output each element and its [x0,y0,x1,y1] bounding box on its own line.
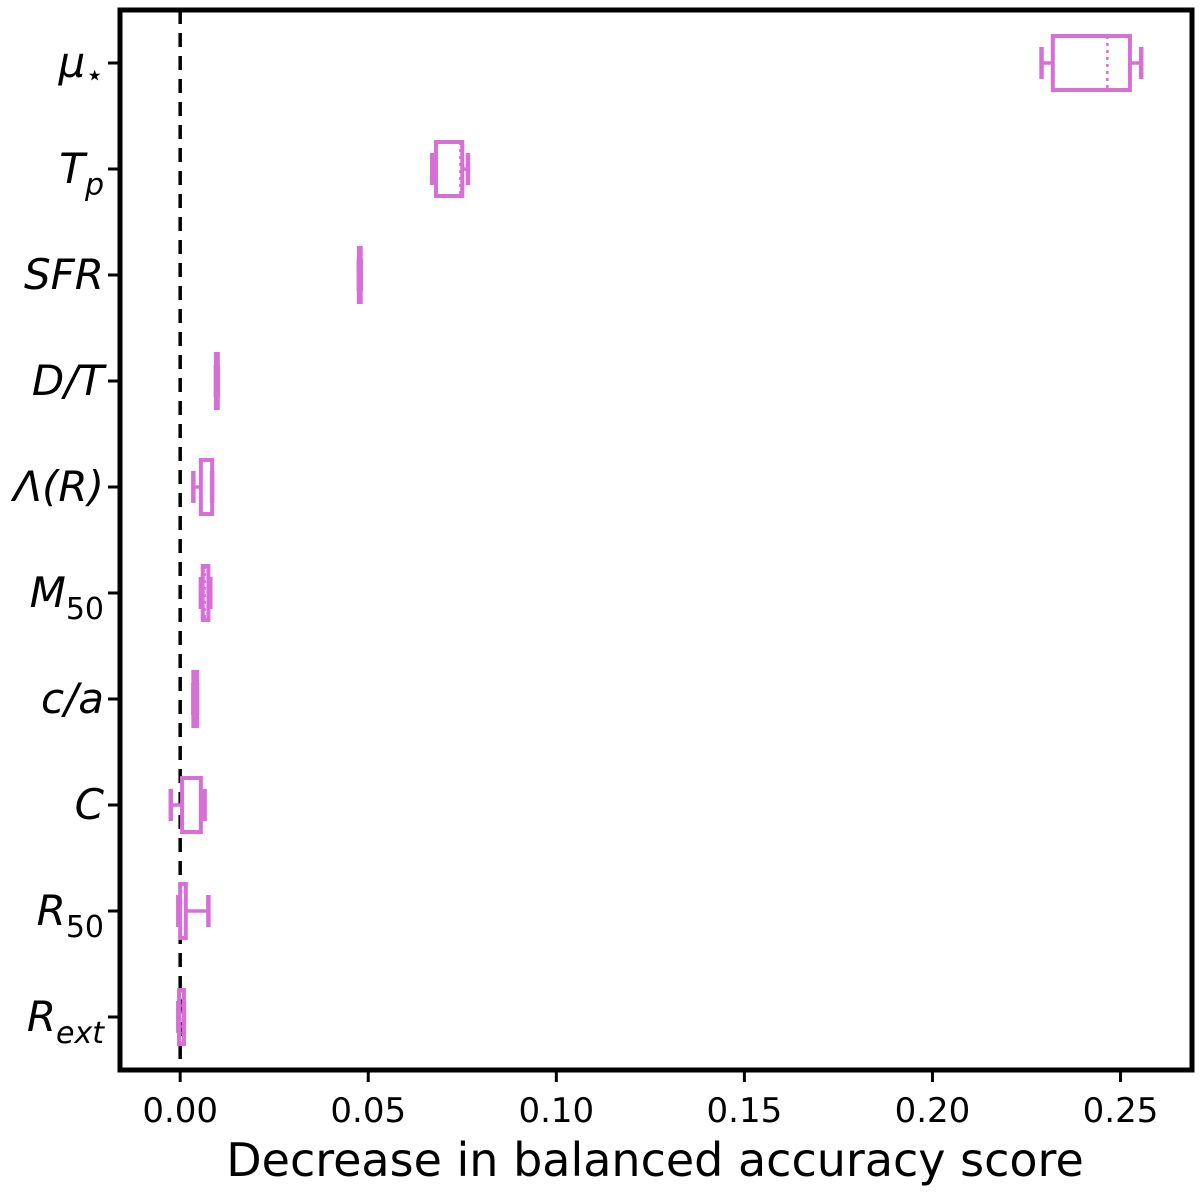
x-axis-ticks: 0.00 0.05 0.10 0.15 0.20 0.25 [142,1070,1158,1131]
feature-subscript: p [84,168,104,203]
x-tick-label: 0.20 [895,1091,971,1131]
feature-name: T [59,144,88,193]
x-tick-label: 0.05 [330,1091,406,1131]
y-tick-label: μ⋆ [57,38,104,93]
box-0 [1039,34,1144,92]
iqr-box [1050,34,1132,92]
box-6 [191,670,200,728]
x-tick-label: 0.25 [1083,1091,1159,1131]
iqr-box [180,776,203,834]
feature-name: M [30,568,66,617]
box-series [168,34,1144,1046]
feature-name: Λ(R) [10,462,104,511]
iqr-box [177,988,186,1046]
y-tick-label: Tp [59,144,104,203]
box-8 [176,882,211,940]
plot-frame [117,7,1195,1073]
feature-name: C [75,780,105,829]
x-tick-label: 0.15 [707,1091,783,1131]
box-4 [191,458,215,516]
x-axis-label: Decrease in balanced accuracy score [226,1133,1084,1187]
y-tick-label: c/a [41,674,104,723]
feature-name: R [37,886,66,935]
feature-name: c/a [41,674,104,723]
feature-subscript: ext [56,1016,105,1051]
y-tick-label: M50 [30,568,104,627]
feature-subscript: 50 [66,592,104,627]
y-tick-label: D/T [32,356,107,405]
feature-name: μ [57,38,85,87]
feature-name: SFR [24,250,104,299]
box-9 [176,988,187,1046]
y-tick-label: Rext [27,992,105,1051]
y-tick-label: C [75,780,105,829]
box-3 [213,352,221,410]
x-tick-label: 0.00 [142,1091,218,1131]
y-tick-label: R50 [37,886,104,945]
box-2 [356,246,363,304]
x-tick-label: 0.10 [518,1091,594,1131]
feature-subscript: 50 [66,910,104,945]
iqr-box [178,882,188,940]
feature-name: D/T [32,356,107,405]
plot-border [117,7,1195,1073]
iqr-box [198,458,215,516]
feature-superscript: ⋆ [85,58,104,93]
iqr-box [433,140,465,198]
y-tick-label: SFR [24,250,104,299]
y-tick-label: Λ(R) [10,462,104,511]
feature-name: R [27,992,56,1041]
box-1 [429,140,471,198]
box-7 [168,776,207,834]
box-5 [198,564,213,622]
